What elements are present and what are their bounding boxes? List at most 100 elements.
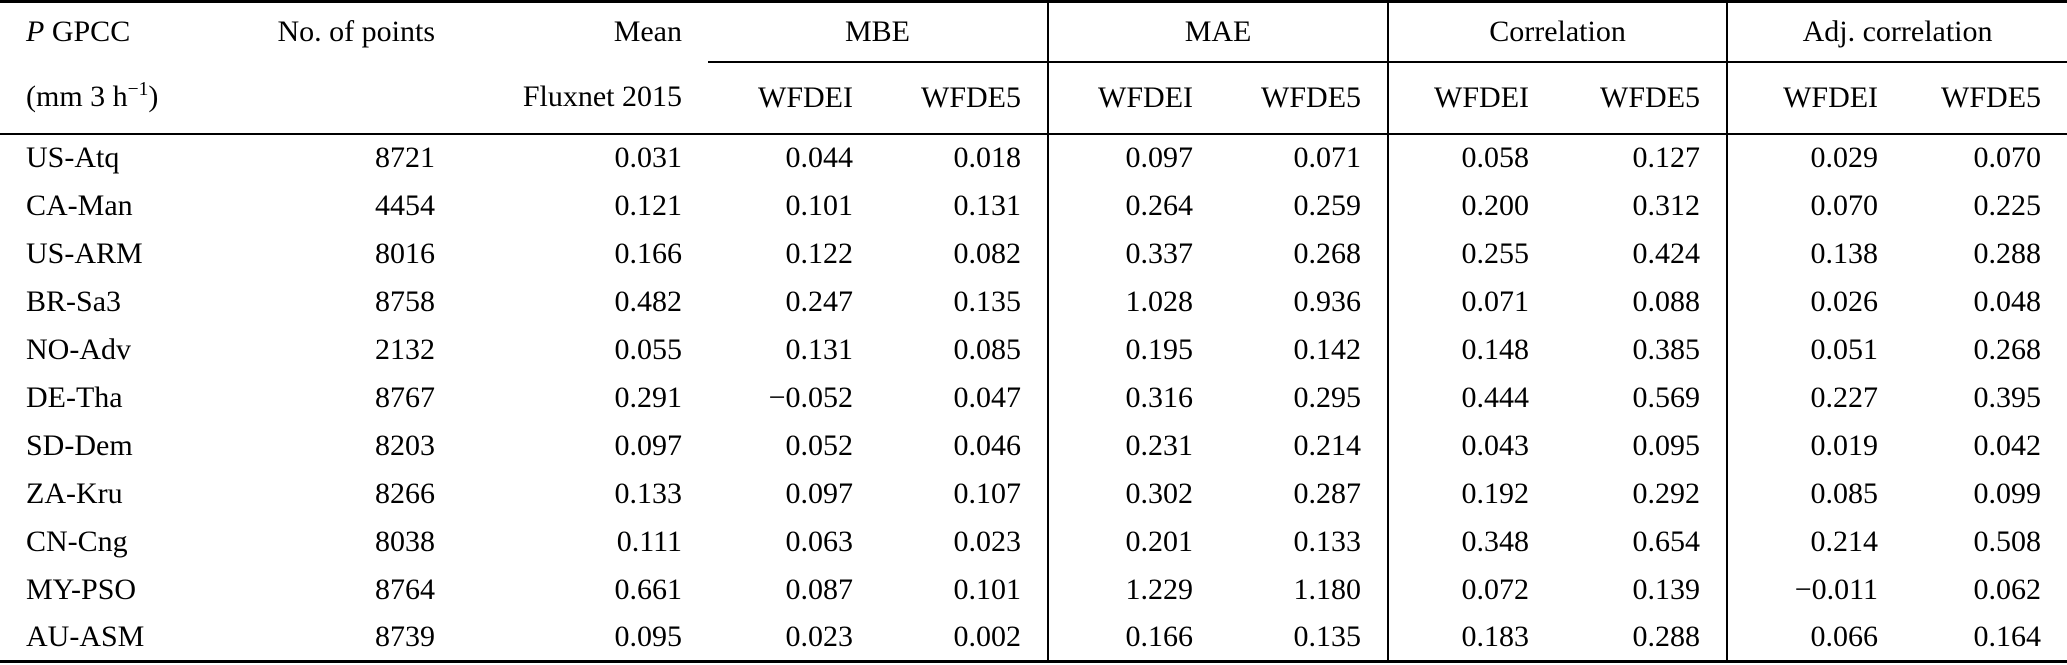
mean-value: 0.121 bbox=[614, 188, 683, 222]
mae-wfde5-value: 0.071 bbox=[1219, 133, 1390, 182]
corr-wfde5-value: 0.088 bbox=[1555, 277, 1729, 326]
mae-wfde5-header: WFDE5 bbox=[1219, 61, 1390, 135]
corr-wfde5-value: 0.569 bbox=[1555, 373, 1729, 422]
adj-wfde5-value: 0.099 bbox=[1973, 476, 2042, 510]
mbe-wfde5-value: 0.082 bbox=[879, 229, 1050, 278]
mae-wfdei-value: 0.166 bbox=[1125, 619, 1194, 653]
points-value: 8739 bbox=[375, 619, 435, 653]
mbe-wfde5-value: 0.023 bbox=[879, 517, 1050, 566]
mae-wfde5-value: 0.295 bbox=[1219, 373, 1390, 422]
mbe-wfde5-value: 0.047 bbox=[879, 373, 1050, 422]
mean-value: 0.661 bbox=[614, 572, 683, 606]
mae-wfdei-value: 1.028 bbox=[1125, 284, 1194, 318]
adj-wfdei-value: 0.138 bbox=[1810, 236, 1879, 270]
adj-wfde5-value: 0.062 bbox=[1973, 572, 2042, 606]
mbe-wfdei-value: 0.044 bbox=[785, 141, 854, 174]
corr-wfdei-value: 0.444 bbox=[1461, 380, 1530, 414]
adj-wfde5-value: 0.042 bbox=[1973, 428, 2042, 462]
corr-wfdei-value: 0.071 bbox=[1461, 284, 1530, 318]
points-value: 8203 bbox=[375, 428, 435, 462]
adj-wfde5-value: 0.164 bbox=[1973, 619, 2042, 653]
table-row: ZA-Kru 8266 0.133 0.097 0.107 0.302 0.28… bbox=[0, 469, 2067, 518]
table-row: DE-Tha 8767 0.291 −0.052 0.047 0.316 0.2… bbox=[0, 373, 2067, 422]
mae-wfde5-value: 0.133 bbox=[1219, 517, 1390, 566]
corr-wfdei-value: 0.192 bbox=[1461, 476, 1530, 510]
mae-wfdei-value: 0.097 bbox=[1125, 141, 1194, 174]
mbe-wfdei-value: 0.097 bbox=[785, 476, 854, 510]
adj-wfdei-value: 0.070 bbox=[1810, 188, 1879, 222]
corr-wfde5-value: 0.139 bbox=[1555, 565, 1729, 614]
table-row: CA-Man 4454 0.121 0.101 0.131 0.264 0.25… bbox=[0, 181, 2067, 230]
adj-wfde5-value: 0.225 bbox=[1973, 188, 2042, 222]
unit-prefix: (mm 3 h bbox=[26, 80, 128, 113]
mean-header: Mean bbox=[613, 15, 682, 49]
corr-wfdei-value: 0.183 bbox=[1461, 619, 1530, 653]
mbe-wfde5-value: 0.131 bbox=[879, 181, 1050, 230]
site-code: BR-Sa3 bbox=[26, 284, 122, 318]
table-row: CN-Cng 8038 0.111 0.063 0.023 0.201 0.13… bbox=[0, 517, 2067, 566]
mean-value: 0.133 bbox=[614, 476, 683, 510]
mae-wfdei-value: 0.316 bbox=[1125, 380, 1194, 414]
corr-wfdei-value: 0.348 bbox=[1461, 524, 1530, 558]
site-code: SD-Dem bbox=[26, 428, 133, 462]
mean-value: 0.111 bbox=[616, 524, 682, 558]
mae-wfde5-value: 0.268 bbox=[1219, 229, 1390, 278]
table-row: US-ARM 8016 0.166 0.122 0.082 0.337 0.26… bbox=[0, 229, 2067, 278]
mbe-wfdei-value: 0.247 bbox=[785, 284, 854, 318]
mae-wfdei-header: WFDEI bbox=[1048, 61, 1220, 135]
points-value: 8266 bbox=[375, 476, 435, 510]
mae-wfdei-value: 0.195 bbox=[1125, 332, 1194, 366]
points-header: No. of points bbox=[277, 15, 436, 49]
mae-wfdei-value: 0.264 bbox=[1125, 188, 1194, 222]
adj-wfdei-value: 0.026 bbox=[1810, 284, 1879, 318]
mbe-wfdei-value: 0.063 bbox=[785, 524, 854, 558]
adj-wfde5-value: 0.288 bbox=[1973, 236, 2042, 270]
corr-wfde5-value: 0.385 bbox=[1555, 325, 1729, 374]
unit-exponent: −1 bbox=[127, 79, 149, 100]
adj-wfdei-value: 0.051 bbox=[1810, 332, 1879, 366]
mbe-wfdei-value: 0.023 bbox=[785, 619, 854, 653]
points-value: 8038 bbox=[375, 524, 435, 558]
adj-wfdei-value: 0.066 bbox=[1810, 619, 1879, 653]
mbe-wfde5-value: 0.101 bbox=[879, 565, 1050, 614]
unit-header: (mm 3 h−1) bbox=[0, 61, 230, 135]
corr-wfde5-header: WFDE5 bbox=[1555, 61, 1729, 135]
mae-wfde5-value: 1.180 bbox=[1219, 565, 1390, 614]
adj-wfdei-value: 0.019 bbox=[1810, 428, 1879, 462]
corr-wfdei-value: 0.255 bbox=[1461, 236, 1530, 270]
mean-subheader: Fluxnet 2015 bbox=[461, 61, 708, 135]
corr-wfdei-header: WFDEI bbox=[1388, 61, 1556, 135]
site-code: NO-Adv bbox=[26, 332, 131, 366]
site-code: CN-Cng bbox=[26, 524, 128, 558]
sub-header-row: (mm 3 h−1) Fluxnet 2015 WFDEI WFDE5 WFDE… bbox=[0, 61, 2067, 135]
mean-value: 0.097 bbox=[614, 428, 683, 462]
unit-suffix: ) bbox=[148, 80, 159, 113]
mbe-wfdei-value: 0.052 bbox=[785, 428, 854, 462]
adj-wfde5-header: WFDE5 bbox=[1904, 61, 2067, 135]
site-code: DE-Tha bbox=[26, 380, 123, 414]
mbe-wfde5-header: WFDE5 bbox=[879, 61, 1050, 135]
mbe-wfdei-value: −0.052 bbox=[768, 380, 853, 414]
mbe-wfde5-value: 0.085 bbox=[879, 325, 1050, 374]
corr-wfde5-value: 0.654 bbox=[1555, 517, 1729, 566]
site-code: ZA-Kru bbox=[26, 476, 123, 510]
adj-wfde5-value: 0.048 bbox=[1973, 284, 2042, 318]
group-header-correlation: Correlation bbox=[1388, 1, 1729, 63]
corr-wfdei-value: 0.200 bbox=[1461, 188, 1530, 222]
table-row: MY-PSO 8764 0.661 0.087 0.101 1.229 1.18… bbox=[0, 565, 2067, 614]
mbe-wfde5-value: 0.046 bbox=[879, 421, 1050, 470]
site-code: US-Atq bbox=[26, 141, 120, 174]
mae-wfdei-value: 1.229 bbox=[1125, 572, 1194, 606]
mae-wfde5-value: 0.936 bbox=[1219, 277, 1390, 326]
mbe-wfdei-value: 0.131 bbox=[785, 332, 854, 366]
mbe-wfdei-value: 0.101 bbox=[785, 188, 854, 222]
points-value: 8016 bbox=[375, 236, 435, 270]
mae-wfde5-value: 0.214 bbox=[1219, 421, 1390, 470]
table-row: SD-Dem 8203 0.097 0.052 0.046 0.231 0.21… bbox=[0, 421, 2067, 470]
adj-wfde5-value: 0.395 bbox=[1973, 380, 2042, 414]
points-value: 8721 bbox=[375, 141, 435, 174]
adj-wfdei-header: WFDEI bbox=[1727, 61, 1905, 135]
mae-wfdei-value: 0.201 bbox=[1125, 524, 1194, 558]
points-value: 4454 bbox=[375, 188, 435, 222]
mae-wfde5-value: 0.142 bbox=[1219, 325, 1390, 374]
